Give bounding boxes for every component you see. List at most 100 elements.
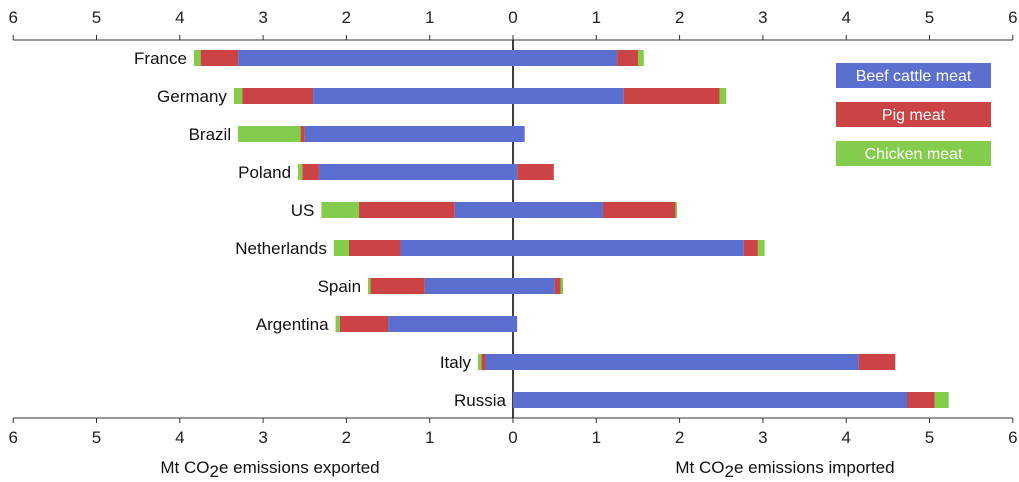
bar-imported-pig-meat [617,50,638,66]
bar-exported-chicken-meat [333,240,349,256]
category-label: Spain [318,277,361,296]
bar-exported-chicken-meat [335,316,340,332]
top-tick-label: 6 [1008,8,1017,27]
bar-imported-beef-cattle-meat [513,50,618,66]
bar-exported-beef-cattle-meat [318,164,513,180]
bar-exported-pig-meat [481,354,486,370]
bar-exported-chicken-meat [478,354,482,370]
bar-exported-pig-meat [200,50,239,66]
bar-imported-chicken-meat [560,278,563,294]
bar-exported-beef-cattle-meat [424,278,513,294]
legend-swatch [836,102,991,127]
axes: 6 6 5 5 4 4 3 3 2 2 1 1 0 0 1 1 2 2 3 3 4 4 5 5 6 6 [8,8,1017,447]
category-label: France [134,49,187,68]
bar-imported-beef-cattle-meat [513,202,603,218]
bar-exported-chicken-meat [298,164,303,180]
legend: Beef cattle meat Pig meat Chicken meat [836,63,991,166]
bar-exported-pig-meat [302,164,319,180]
bar-exported-chicken-meat [321,202,359,218]
category-label: Brazil [189,125,232,144]
top-tick-label: 4 [841,8,850,27]
category-label: Argentina [256,315,329,334]
top-tick-label: 2 [342,8,351,27]
bar-exported-pig-meat [370,278,425,294]
category-label: Russia [454,391,507,410]
bar-exported-chicken-meat [368,278,371,294]
bar-imported-pig-meat [517,164,554,180]
legend-swatch [836,141,991,166]
bar-exported-beef-cattle-meat [313,88,513,104]
bar-imported-pig-meat [602,202,676,218]
top-tick-label: 0 [508,8,517,27]
bar-imported-beef-cattle-meat [513,240,744,256]
bar-imported-beef-cattle-meat [513,88,624,104]
bottom-tick-label: 3 [258,428,267,447]
bar-exported-chicken-meat [193,50,201,66]
bar-exported-pig-meat [242,88,314,104]
bar-exported-beef-cattle-meat [388,316,513,332]
category-label: Italy [440,353,472,372]
bar-imported-chicken-meat [757,240,765,256]
bottom-tick-label: 2 [342,428,351,447]
top-tick-label: 4 [175,8,184,27]
bar-exported-beef-cattle-meat [400,240,513,256]
bottom-tick-label: 6 [1008,428,1017,447]
top-tick-label: 1 [592,8,601,27]
bar-imported-chicken-meat [637,50,644,66]
bottom-tick-label: 3 [758,428,767,447]
bar-imported-beef-cattle-meat [513,126,525,142]
top-tick-label: 3 [258,8,267,27]
bar-exported-beef-cattle-meat [485,354,513,370]
bar-imported-chicken-meat [934,392,949,408]
bar-imported-pig-meat [858,354,896,370]
bar-exported-pig-meat [358,202,455,218]
legend-label: Beef cattle meat [856,68,972,85]
bar-exported-chicken-meat [233,88,243,104]
bar-imported-pig-meat [623,88,720,104]
bottom-tick-label: 4 [175,428,184,447]
bar-exported-beef-cattle-meat [238,50,514,66]
top-tick-label: 2 [675,8,684,27]
bottom-tick-label: 2 [675,428,684,447]
legend-label: Pig meat [882,107,946,124]
bar-imported-pig-meat [554,278,561,294]
bar-imported-beef-cattle-meat [513,316,518,332]
bottom-tick-label: 5 [92,428,101,447]
top-tick-label: 6 [8,8,17,27]
category-label: Poland [238,163,291,182]
bottom-tick-label: 1 [592,428,601,447]
x-axis-title-imported: Mt CO2e emissions imported [675,458,894,481]
top-tick-label: 1 [425,8,434,27]
bar-exported-beef-cattle-meat [304,126,513,142]
top-tick-label: 3 [758,8,767,27]
bar-exported-chicken-meat [238,126,301,142]
bottom-tick-label: 5 [925,428,934,447]
bar-exported-pig-meat [300,126,305,142]
bar-imported-beef-cattle-meat [513,392,908,408]
bar-imported-pig-meat [907,392,935,408]
bottom-tick-label: 4 [841,428,850,447]
bottom-tick-label: 0 [508,428,517,447]
top-tick-label: 5 [925,8,934,27]
legend-label: Chicken meat [865,146,963,163]
legend-swatch [836,63,991,88]
bar-exported-pig-meat [339,316,389,332]
category-label: US [291,201,315,220]
bar-exported-beef-cattle-meat [454,202,513,218]
bars [193,50,949,408]
bar-imported-chicken-meat [675,202,678,218]
x-axis-title-exported: Mt CO2e emissions exported [160,458,379,481]
bar-imported-beef-cattle-meat [513,164,518,180]
bar-imported-beef-cattle-meat [513,278,555,294]
bar-imported-beef-cattle-meat [513,354,859,370]
bar-imported-chicken-meat [719,88,727,104]
axis-titles: Mt CO2e emissions exported Mt CO2e emissi… [160,458,894,481]
bottom-tick-label: 6 [8,428,17,447]
bar-exported-pig-meat [348,240,401,256]
top-tick-label: 5 [92,8,101,27]
bar-imported-pig-meat [743,240,758,256]
category-label: Netherlands [235,239,327,258]
category-label: Germany [157,87,227,106]
